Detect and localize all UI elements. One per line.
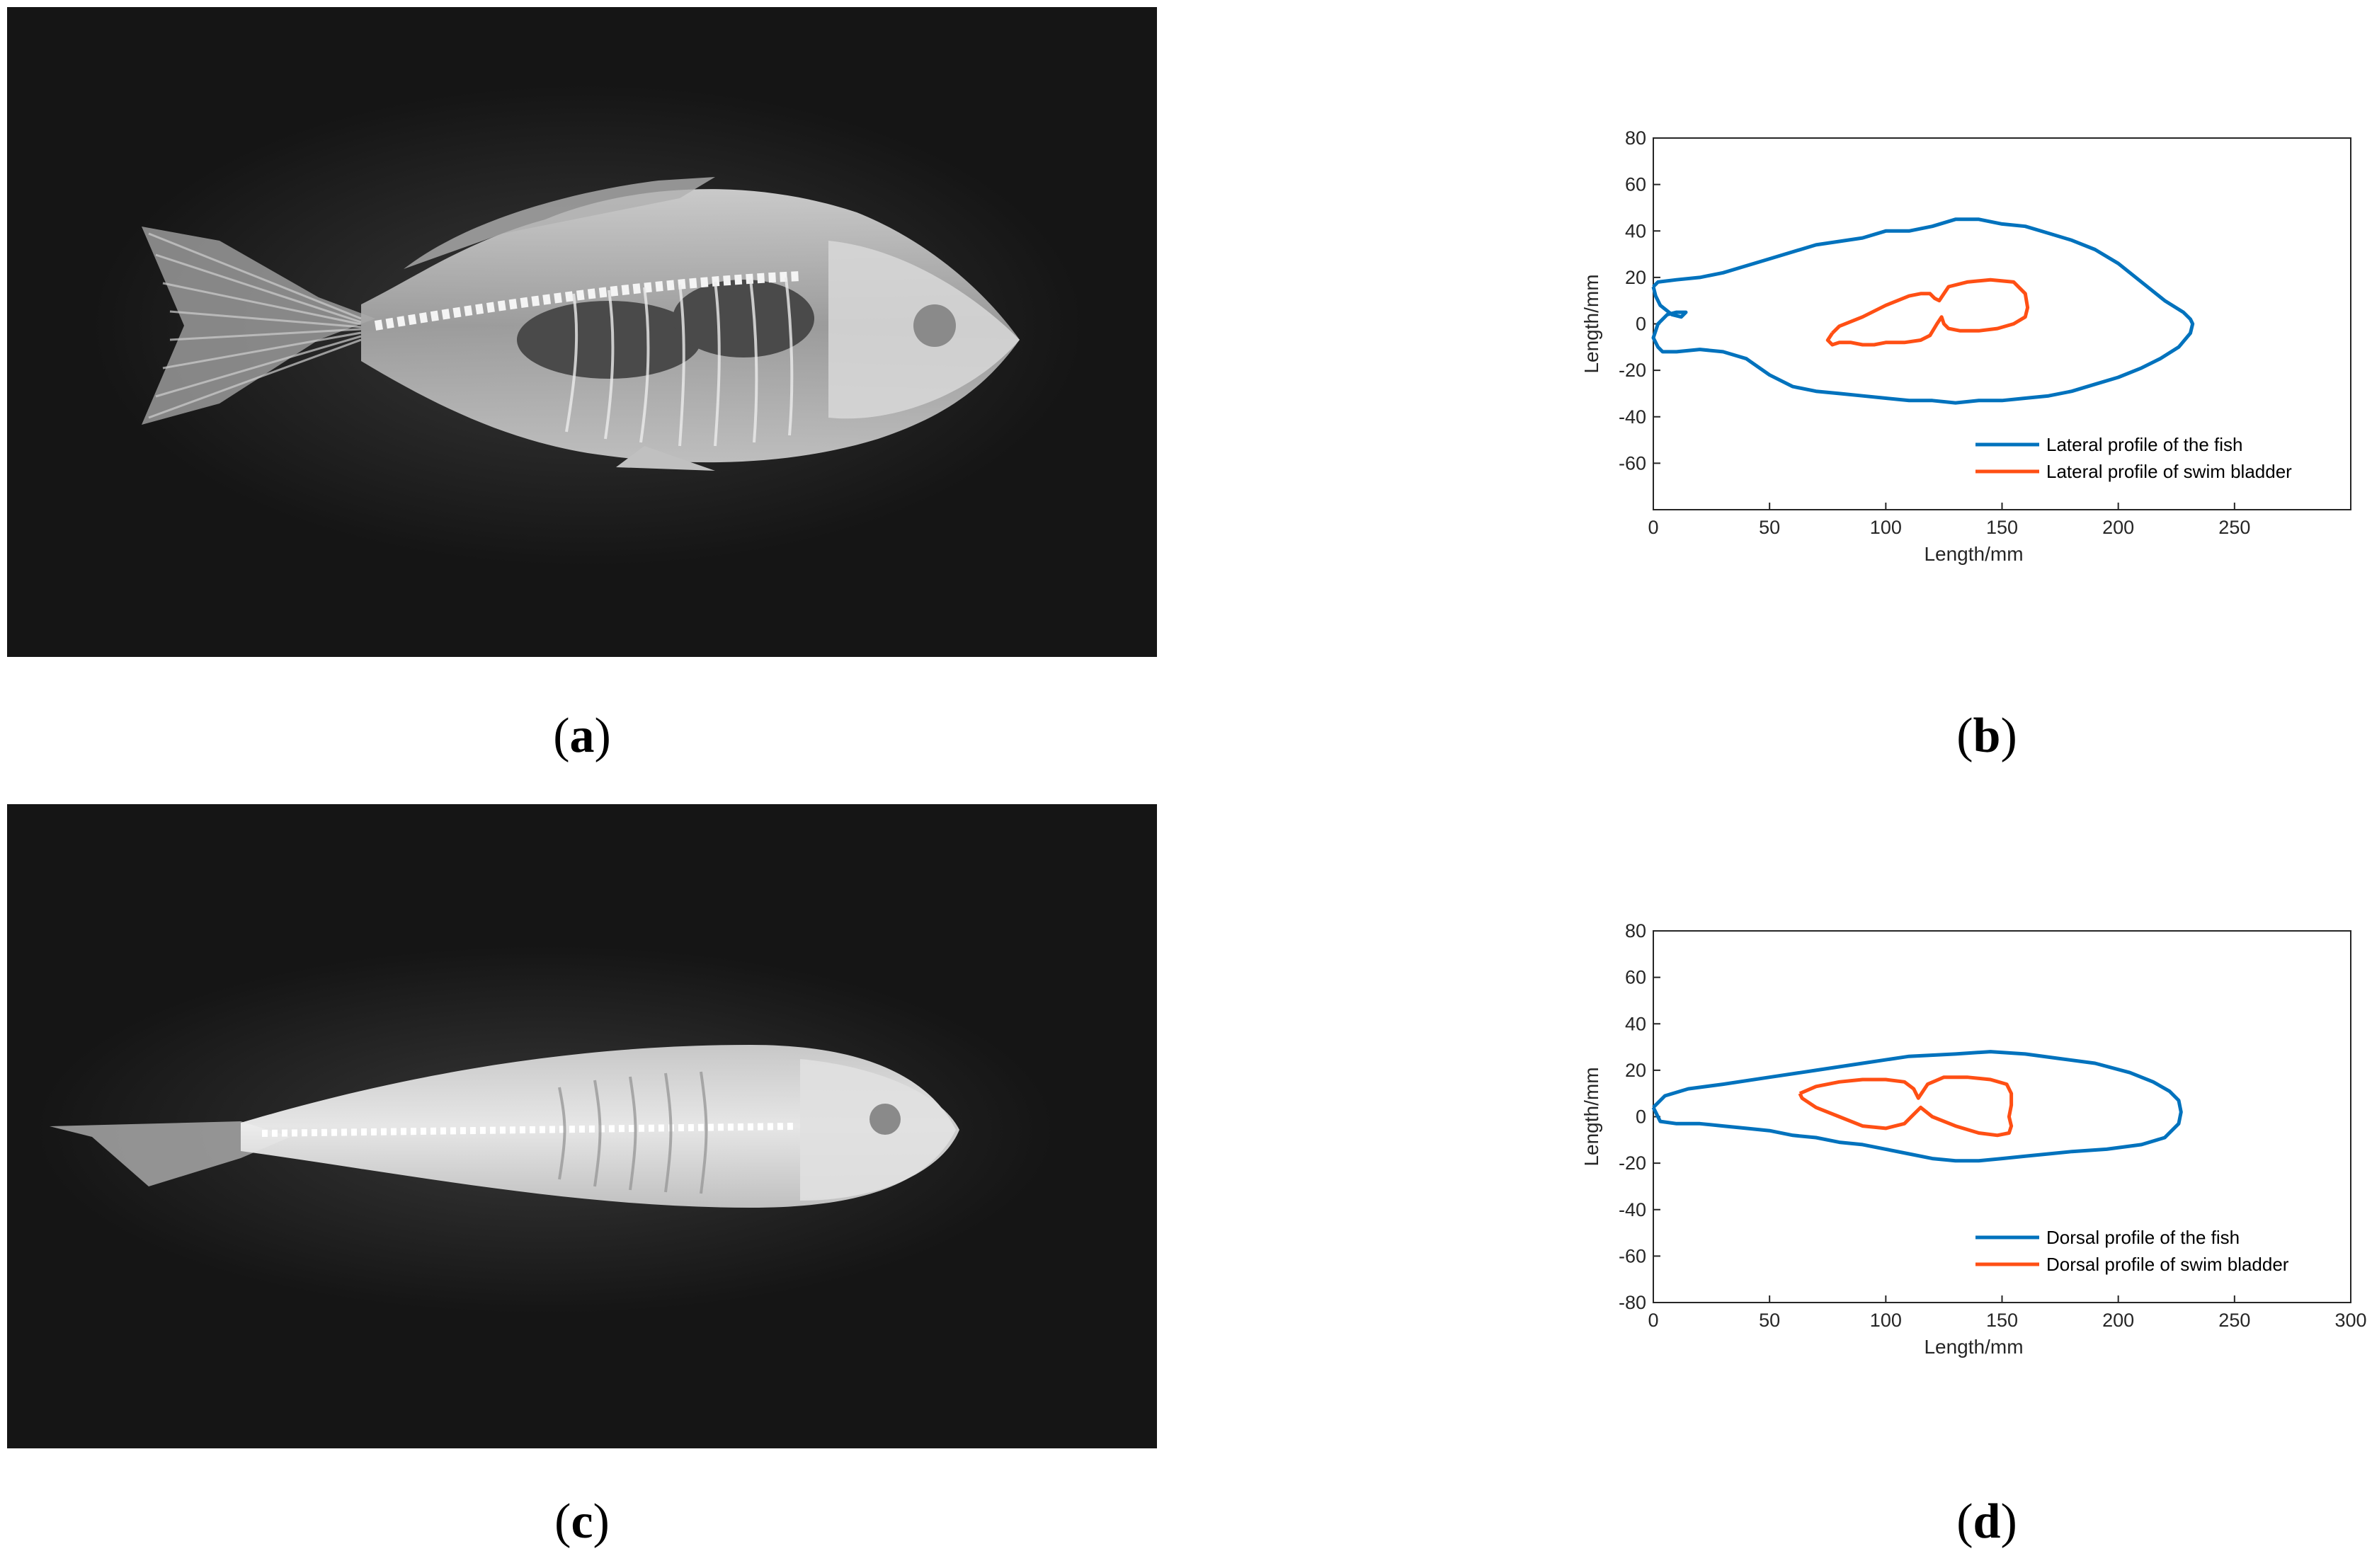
plot-frame — [1653, 930, 2351, 1303]
y-tick-label: 60 — [1625, 967, 1646, 988]
series-line-1 — [1825, 277, 2030, 347]
x-tick-label: 0 — [1648, 517, 1658, 538]
x-tick-label: 50 — [1759, 517, 1780, 538]
y-tick-label: 80 — [1625, 127, 1646, 149]
y-tick-label: 60 — [1625, 174, 1646, 195]
x-axis-label: Length/mm — [1924, 543, 2023, 565]
y-tick-label: 40 — [1625, 220, 1646, 241]
y-axis-label: Length/mm — [1580, 1067, 1602, 1166]
caption-c: (c) — [554, 1494, 610, 1549]
chart-b: 0 50 100 150 200 250 -60 -40 -20 0 20 40 60 80 Length/… — [1558, 113, 2372, 595]
y-tick-label: 20 — [1625, 267, 1646, 288]
y-tick-label: 80 — [1625, 920, 1646, 942]
x-tick-label: 100 — [1870, 517, 1902, 538]
caption-d-label: d — [1973, 1494, 2001, 1549]
x-tick-label: 0 — [1648, 1310, 1658, 1331]
y-tick-label: 40 — [1625, 1013, 1646, 1034]
y-tick-label: -60 — [1619, 1245, 1646, 1266]
x-tick-label: 100 — [1870, 1310, 1902, 1331]
caption-d: (d) — [1956, 1494, 2017, 1549]
legend-entry: Dorsal profile of the fish — [2046, 1227, 2240, 1248]
y-tick-label: -20 — [1619, 360, 1646, 381]
y-axis-label: Length/mm — [1580, 274, 1602, 373]
y-tick-label: 20 — [1625, 1060, 1646, 1081]
y-tick-label: -20 — [1619, 1152, 1646, 1174]
series-line-0 — [1651, 217, 2195, 405]
y-tick-label: 0 — [1636, 314, 1646, 335]
legend-entry: Lateral profile of the fish — [2046, 434, 2243, 455]
xray-lateral-image — [7, 7, 1157, 657]
caption-b-label: b — [1973, 709, 2001, 763]
y-tick-label: -60 — [1619, 452, 1646, 474]
x-tick-label: 200 — [2102, 517, 2134, 538]
x-tick-label: 50 — [1759, 1310, 1780, 1331]
y-tick-label: -80 — [1619, 1292, 1646, 1313]
xray-lateral-fish-icon — [92, 85, 1083, 566]
x-tick-label: 150 — [1986, 1310, 2018, 1331]
x-tick-label: 250 — [2218, 1310, 2250, 1331]
y-tick-label: -40 — [1619, 406, 1646, 428]
y-tick-label: 0 — [1636, 1106, 1646, 1128]
xray-dorsal-fish-icon — [35, 946, 1055, 1314]
series-line-1 — [1798, 1075, 2014, 1138]
chart-d: 0 50 100 150 200 250 300 -80 -60 -40 -20 0 20 40 60 80 L… — [1558, 906, 2372, 1387]
x-tick-label: 200 — [2102, 1310, 2134, 1331]
x-axis-label: Length/mm — [1924, 1336, 2023, 1358]
x-tick-label: 150 — [1986, 517, 2018, 538]
xray-dorsal-image — [7, 804, 1157, 1448]
chart-b-svg: 0 50 100 150 200 250 -60 -40 -20 0 20 40 60 80 Length/… — [1580, 127, 2351, 565]
legend-entry: Lateral profile of swim bladder — [2046, 461, 2292, 482]
chart-d-svg: 0 50 100 150 200 250 300 -80 -60 -40 -20 0 20 40 60 80 L… — [1580, 920, 2367, 1358]
x-tick-label: 250 — [2218, 517, 2250, 538]
x-tick-label: 300 — [2334, 1310, 2366, 1331]
legend-entry: Dorsal profile of swim bladder — [2046, 1254, 2289, 1275]
caption-a-label: a — [569, 709, 595, 763]
caption-b: (b) — [1956, 709, 2017, 763]
plot-frame — [1653, 137, 2351, 510]
y-tick-label: -40 — [1619, 1199, 1646, 1220]
series-line-0 — [1651, 1050, 2183, 1163]
caption-a: (a) — [553, 709, 611, 763]
caption-c-label: c — [571, 1494, 593, 1549]
